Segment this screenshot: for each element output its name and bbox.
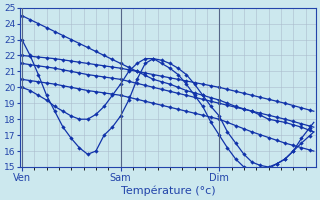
- X-axis label: Température (°c): Température (°c): [121, 185, 215, 196]
